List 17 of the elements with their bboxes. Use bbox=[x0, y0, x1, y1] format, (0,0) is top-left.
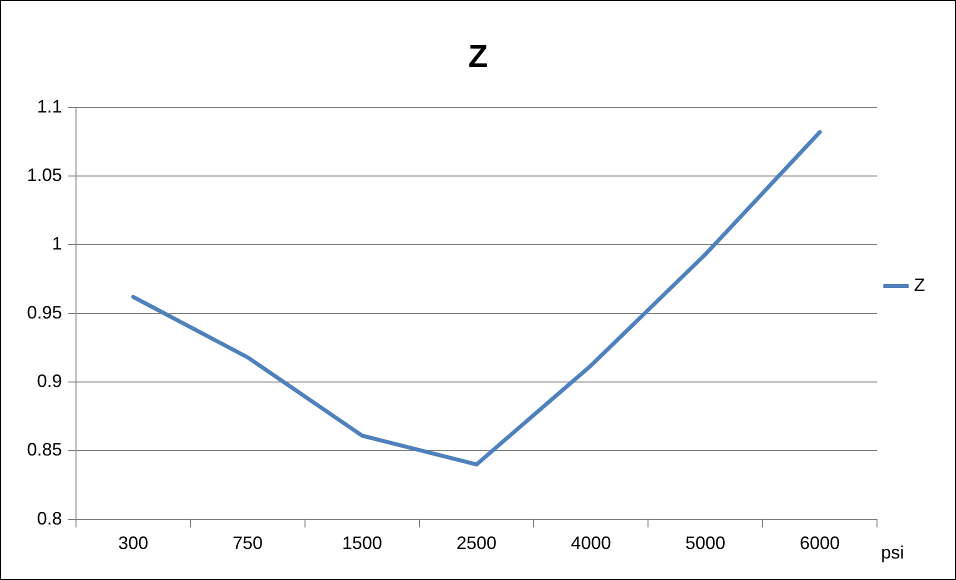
y-tick-label: 1 bbox=[52, 234, 62, 254]
x-tick-label: 2500 bbox=[456, 533, 497, 554]
y-tick-label: 0.85 bbox=[26, 440, 62, 460]
legend-label: Z bbox=[914, 274, 926, 295]
y-tick-label: 1.05 bbox=[26, 165, 62, 186]
x-tick-label: 6000 bbox=[800, 533, 840, 554]
y-tick-label: 0.9 bbox=[37, 371, 62, 392]
y-tick-label: 0.95 bbox=[26, 302, 62, 322]
chart-title: Z bbox=[468, 38, 488, 74]
x-tick-label: 750 bbox=[232, 533, 263, 554]
y-tick-label: 1.1 bbox=[37, 96, 62, 116]
x-tick-label: 5000 bbox=[685, 533, 726, 554]
x-tick-label: 1500 bbox=[342, 533, 382, 554]
x-axis-title: psi bbox=[881, 542, 904, 562]
y-tick-label: 0.8 bbox=[37, 508, 62, 528]
x-tick-label: 300 bbox=[118, 533, 148, 554]
x-tick-label: 4000 bbox=[570, 533, 611, 554]
